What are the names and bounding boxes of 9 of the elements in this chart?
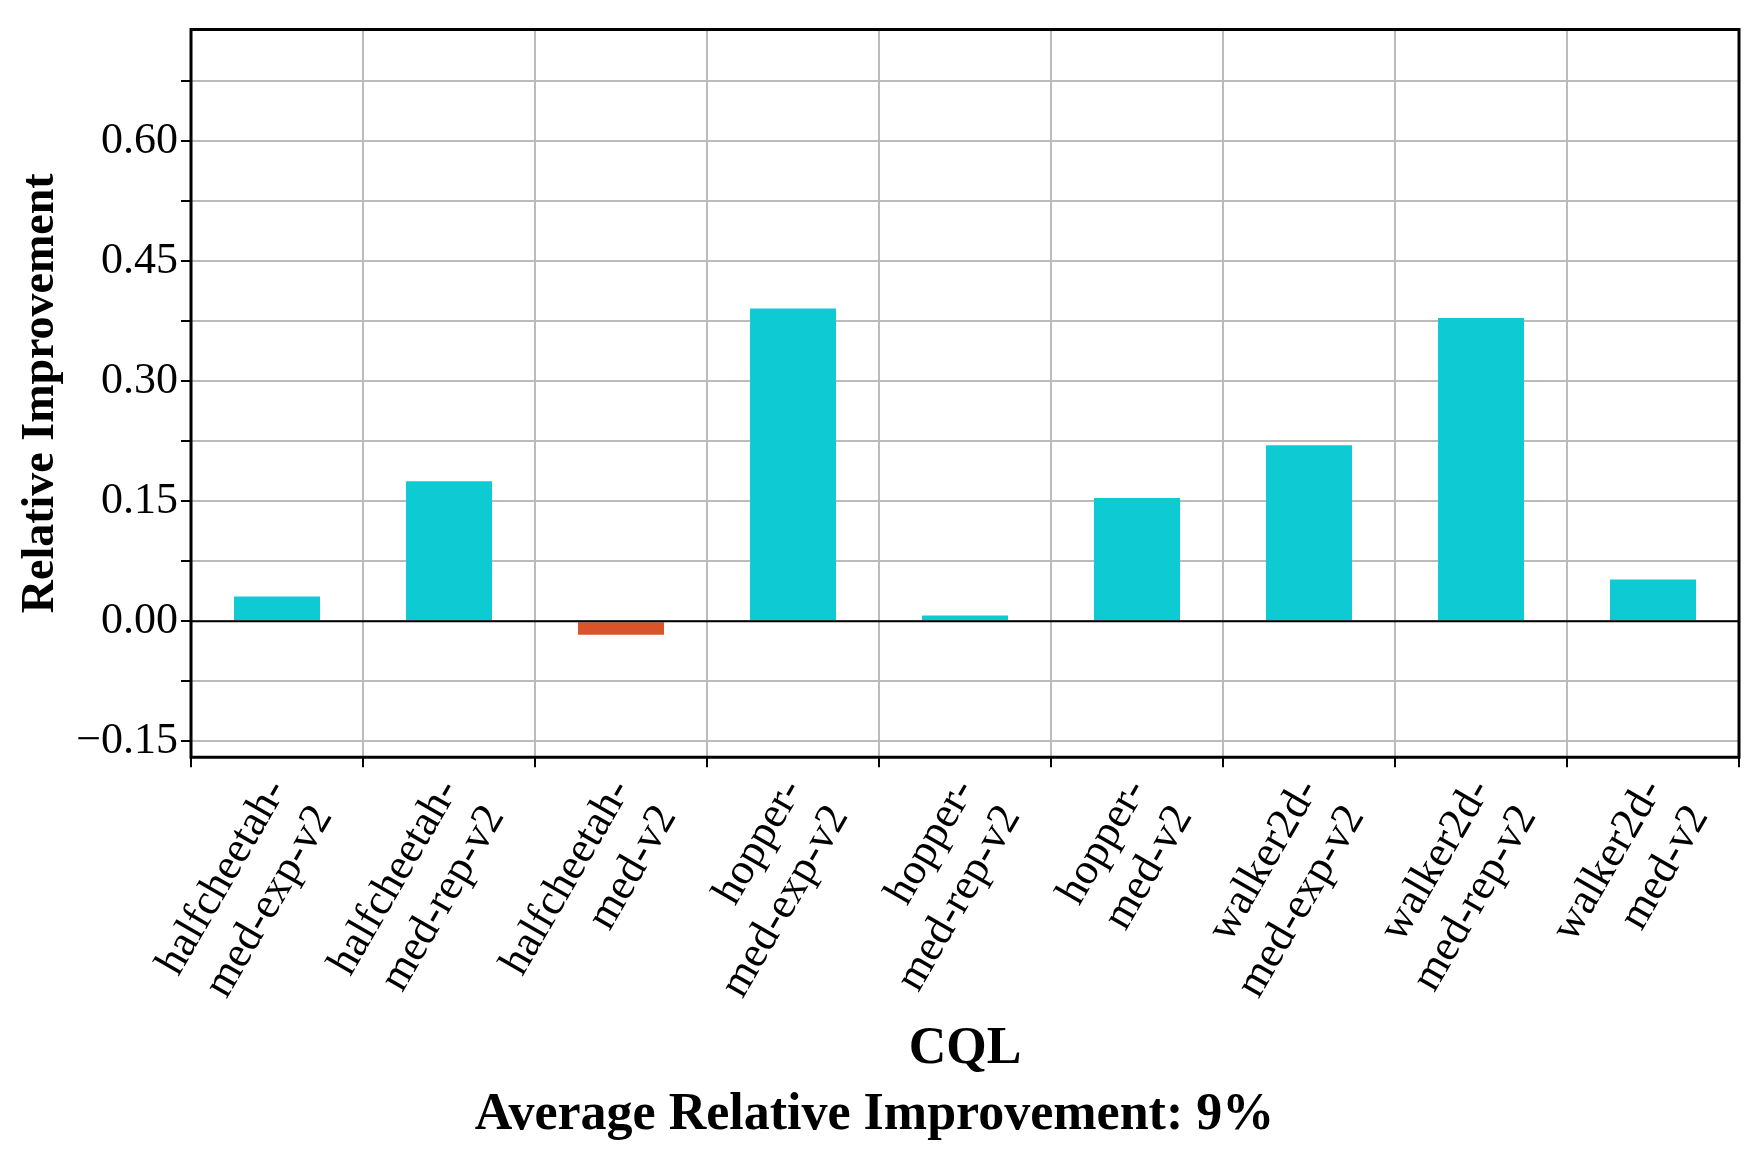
y-axis-title: Relative Improvement xyxy=(12,172,64,614)
y-tick-label: 0.00 xyxy=(101,593,179,643)
y-tick-label: 0.15 xyxy=(101,473,179,523)
y-tick-label: 0.30 xyxy=(101,353,179,403)
y-tick-label: 0.45 xyxy=(101,233,179,283)
y-tick-label: −0.15 xyxy=(76,713,179,763)
text: Average Relative Improvement: 9% xyxy=(474,1083,1275,1141)
y-tick-label: 0.60 xyxy=(101,113,179,163)
x-axis-title: CQL xyxy=(908,1016,1022,1074)
